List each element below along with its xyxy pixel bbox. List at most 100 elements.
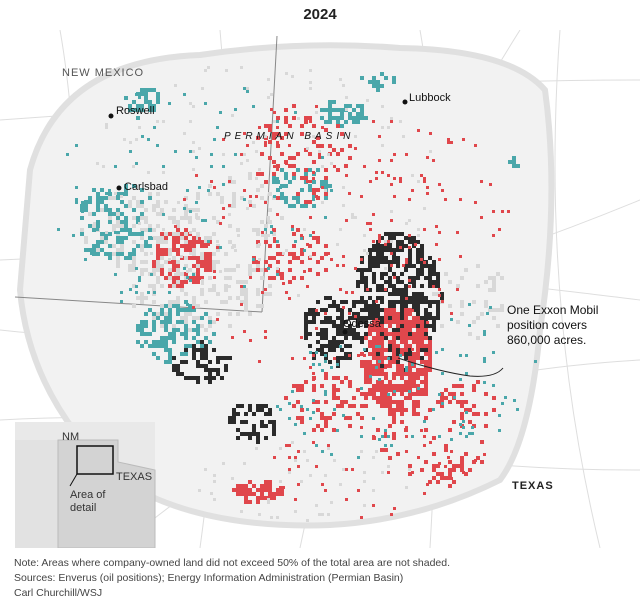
acreage-block [284, 196, 288, 200]
acreage-block [292, 244, 296, 248]
acreage-block [460, 400, 464, 404]
acreage-block [396, 292, 400, 296]
acreage-block [168, 320, 172, 324]
acreage-block [148, 228, 152, 232]
acreage-block [216, 368, 220, 372]
acreage-block [408, 376, 412, 380]
acreage-block [204, 356, 208, 360]
acreage-block [368, 352, 372, 356]
acreage-block [452, 392, 456, 396]
acreage-block [460, 384, 464, 388]
acreage-block [384, 316, 388, 320]
acreage-block [320, 428, 324, 432]
acreage-block [368, 340, 372, 344]
acreage-block [162, 228, 165, 231]
acreage-block [213, 270, 216, 273]
acreage-block [460, 312, 464, 316]
acreage-block [268, 256, 272, 260]
acreage-block [464, 400, 468, 404]
acreage-block [252, 260, 256, 264]
acreage-block [388, 388, 392, 392]
acreage-block [384, 240, 387, 243]
acreage-block [104, 236, 108, 240]
acreage-block [420, 356, 424, 360]
acreage-block [444, 476, 448, 480]
acreage-block [192, 252, 196, 256]
acreage-block [420, 264, 424, 268]
acreage-block [344, 336, 348, 340]
acreage-block [188, 328, 192, 332]
acreage-block [124, 224, 128, 228]
acreage-block [192, 344, 196, 348]
acreage-block [472, 300, 476, 304]
acreage-block [417, 456, 420, 459]
acreage-block [104, 240, 108, 244]
acreage-block [116, 224, 120, 228]
acreage-block [246, 159, 249, 162]
acreage-block [420, 244, 424, 248]
acreage-block [380, 328, 384, 332]
acreage-block [412, 408, 416, 412]
acreage-block [268, 264, 272, 268]
acreage-block [267, 216, 270, 219]
acreage-block [308, 268, 312, 272]
acreage-block [408, 252, 412, 256]
acreage-block [300, 237, 303, 240]
acreage-block [261, 291, 264, 294]
acreage-block [376, 400, 380, 404]
acreage-block [416, 340, 420, 344]
acreage-block [309, 87, 312, 90]
acreage-block [432, 285, 435, 288]
carlsbad-label: Carlsbad [124, 181, 168, 193]
acreage-block [192, 352, 196, 356]
acreage-block [312, 388, 316, 392]
acreage-block [308, 168, 312, 172]
acreage-block [400, 300, 404, 304]
acreage-block [220, 196, 224, 200]
acreage-block [312, 160, 316, 164]
acreage-block [260, 152, 264, 156]
acreage-block [372, 76, 376, 80]
acreage-block [268, 156, 272, 160]
acreage-block [432, 476, 436, 480]
acreage-block [436, 472, 440, 476]
acreage-block [168, 360, 172, 364]
acreage-block [276, 244, 280, 248]
acreage-block [174, 273, 177, 276]
acreage-block [344, 416, 348, 420]
acreage-block [116, 256, 120, 260]
acreage-block [144, 252, 148, 256]
acreage-block [436, 272, 440, 276]
acreage-block [184, 344, 188, 348]
acreage-block [192, 280, 196, 284]
acreage-block [132, 240, 136, 244]
inset-texas-label: TEXAS [116, 471, 152, 483]
acreage-block [224, 268, 228, 272]
acreage-block [231, 477, 234, 480]
acreage-block [432, 324, 436, 328]
acreage-block [172, 240, 176, 244]
acreage-block [428, 304, 432, 308]
acreage-block [309, 120, 312, 123]
acreage-block [176, 260, 180, 264]
acreage-block [172, 264, 176, 268]
acreage-block [376, 352, 380, 356]
acreage-block [184, 236, 188, 240]
acreage-block [315, 309, 318, 312]
acreage-block [288, 471, 291, 474]
acreage-block [272, 428, 276, 432]
acreage-block [256, 292, 260, 296]
acreage-block [216, 372, 220, 376]
acreage-block [460, 412, 464, 416]
acreage-block [312, 441, 315, 444]
acreage-block [368, 364, 372, 368]
acreage-block [164, 336, 168, 340]
acreage-block [160, 252, 164, 256]
acreage-block [136, 104, 140, 108]
acreage-block [364, 320, 368, 324]
acreage-block [324, 108, 328, 112]
acreage-block [312, 312, 316, 316]
acreage-block [234, 108, 237, 111]
acreage-block [388, 284, 392, 288]
acreage-block [276, 488, 280, 492]
